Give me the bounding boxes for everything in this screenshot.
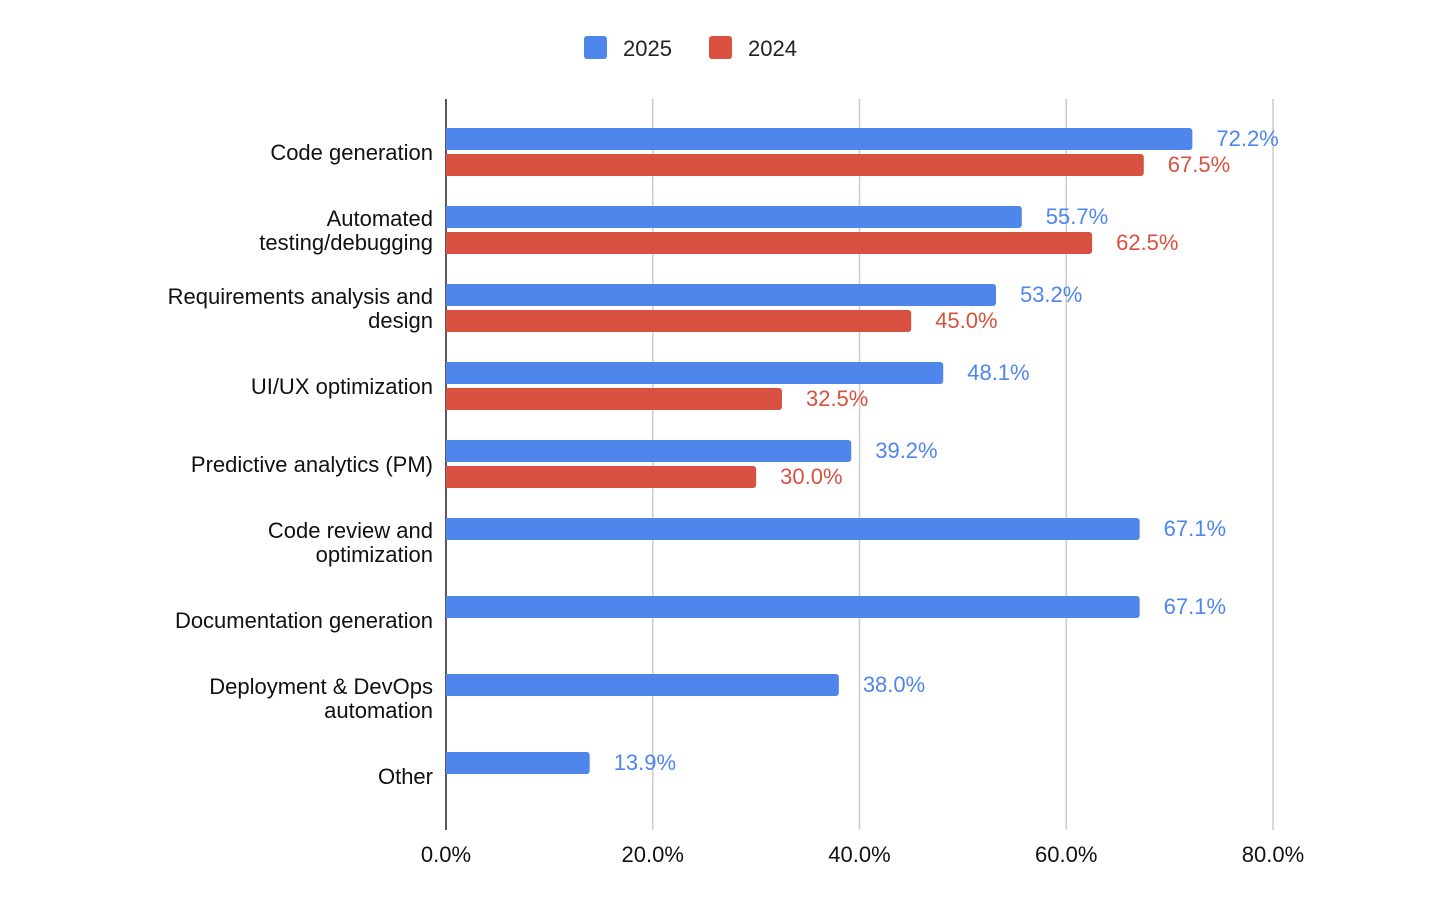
category-label: design	[368, 308, 433, 333]
category-label: Requirements analysis and	[168, 284, 433, 309]
bar-2024	[446, 466, 757, 488]
category-label: Automated	[327, 206, 433, 231]
bar-2025	[446, 518, 1140, 540]
legend-swatch-2024	[709, 36, 732, 59]
data-label-2025: 48.1%	[967, 360, 1029, 385]
data-label-2024: 30.0%	[780, 464, 842, 489]
data-label-2025: 39.2%	[875, 438, 937, 463]
data-label-2025: 72.2%	[1216, 126, 1278, 151]
category-label: Other	[378, 764, 433, 789]
x-tick-label: 0.0%	[421, 842, 471, 867]
data-label-2025: 55.7%	[1046, 204, 1108, 229]
bar-2025	[446, 284, 996, 306]
bar-2024	[446, 232, 1093, 254]
category-label: Code generation	[270, 140, 433, 165]
data-label-2025: 67.1%	[1164, 516, 1226, 541]
data-label-2024: 32.5%	[806, 386, 868, 411]
bar-2025	[446, 362, 944, 384]
data-label-2025: 53.2%	[1020, 282, 1082, 307]
data-label-2025: 13.9%	[614, 750, 676, 775]
data-label-2024: 67.5%	[1168, 152, 1230, 177]
data-label-2024: 62.5%	[1116, 230, 1178, 255]
x-tick-label: 60.0%	[1035, 842, 1097, 867]
category-label: testing/debugging	[259, 230, 433, 255]
category-label: Documentation generation	[175, 608, 433, 633]
data-label-2025: 67.1%	[1164, 594, 1226, 619]
x-tick-label: 40.0%	[828, 842, 890, 867]
bar-2024	[446, 310, 912, 332]
bar-2025	[446, 596, 1140, 618]
bar-2025	[446, 206, 1022, 228]
category-label: Predictive analytics (PM)	[191, 452, 433, 477]
legend-label-2024: 2024	[748, 36, 797, 61]
bar-2025	[446, 752, 590, 774]
x-tick-label: 20.0%	[622, 842, 684, 867]
bar-2025	[445, 440, 852, 462]
legend-label-2025: 2025	[623, 36, 672, 61]
bar-2025	[446, 674, 839, 696]
category-label: Deployment & DevOps	[209, 674, 433, 699]
data-label-2025: 38.0%	[863, 672, 925, 697]
bar-2024	[446, 388, 782, 410]
category-label: automation	[324, 698, 433, 723]
bar-2025	[445, 128, 1193, 150]
x-tick-label: 80.0%	[1242, 842, 1304, 867]
category-label: optimization	[316, 542, 433, 567]
data-label-2024: 45.0%	[935, 308, 997, 333]
category-label: UI/UX optimization	[251, 374, 433, 399]
bar-2024	[446, 154, 1144, 176]
category-label: Code review and	[268, 518, 433, 543]
legend-swatch-2025	[584, 36, 607, 59]
